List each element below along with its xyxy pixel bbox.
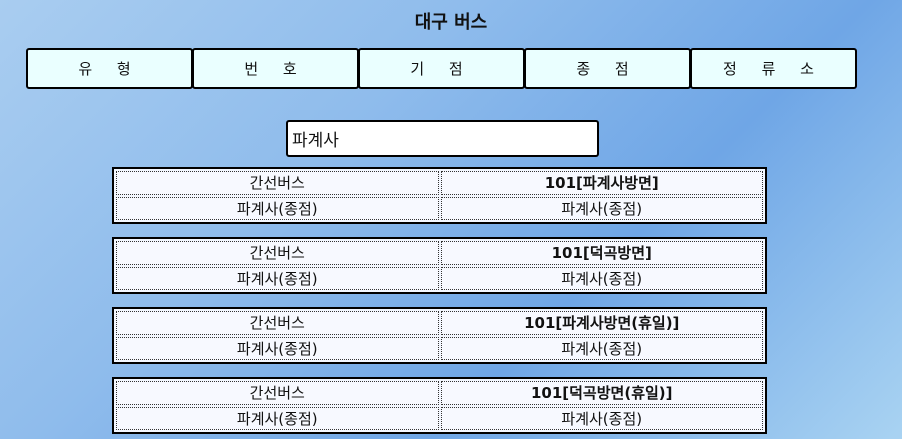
start-stop: 파계사(종점)	[116, 266, 439, 290]
start-stop: 파계사(종점)	[116, 406, 439, 430]
bus-type: 간선버스	[116, 381, 439, 405]
result-card[interactable]: 간선버스 101[덕곡방면(휴일)] 파계사(종점) 파계사(종점)	[112, 377, 767, 434]
route-name: 101[덕곡방면]	[440, 241, 763, 265]
bus-type: 간선버스	[116, 171, 439, 195]
tab-end[interactable]: 종 점	[524, 48, 691, 89]
result-card[interactable]: 간선버스 101[덕곡방면] 파계사(종점) 파계사(종점)	[112, 237, 767, 294]
tab-type[interactable]: 유 형	[26, 48, 193, 89]
tab-number[interactable]: 번 호	[192, 48, 359, 89]
search-input[interactable]	[286, 120, 599, 157]
route-name: 101[파계사방면(휴일)]	[440, 311, 763, 335]
result-card[interactable]: 간선버스 101[파계사방면] 파계사(종점) 파계사(종점)	[112, 167, 767, 224]
end-stop: 파계사(종점)	[440, 266, 763, 290]
start-stop: 파계사(종점)	[116, 336, 439, 360]
page-title: 대구 버스	[414, 12, 488, 33]
result-card[interactable]: 간선버스 101[파계사방면(휴일)] 파계사(종점) 파계사(종점)	[112, 307, 767, 364]
tab-stop[interactable]: 정 류 소	[690, 48, 857, 89]
end-stop: 파계사(종점)	[440, 406, 763, 430]
tab-start[interactable]: 기 점	[358, 48, 525, 89]
tab-bar: 유 형 번 호 기 점 종 점 정 류 소	[26, 48, 857, 89]
start-stop: 파계사(종점)	[116, 196, 439, 220]
bus-type: 간선버스	[116, 241, 439, 265]
end-stop: 파계사(종점)	[440, 336, 763, 360]
route-name: 101[파계사방면]	[440, 171, 763, 195]
route-name: 101[덕곡방면(휴일)]	[440, 381, 763, 405]
end-stop: 파계사(종점)	[440, 196, 763, 220]
bus-type: 간선버스	[116, 311, 439, 335]
